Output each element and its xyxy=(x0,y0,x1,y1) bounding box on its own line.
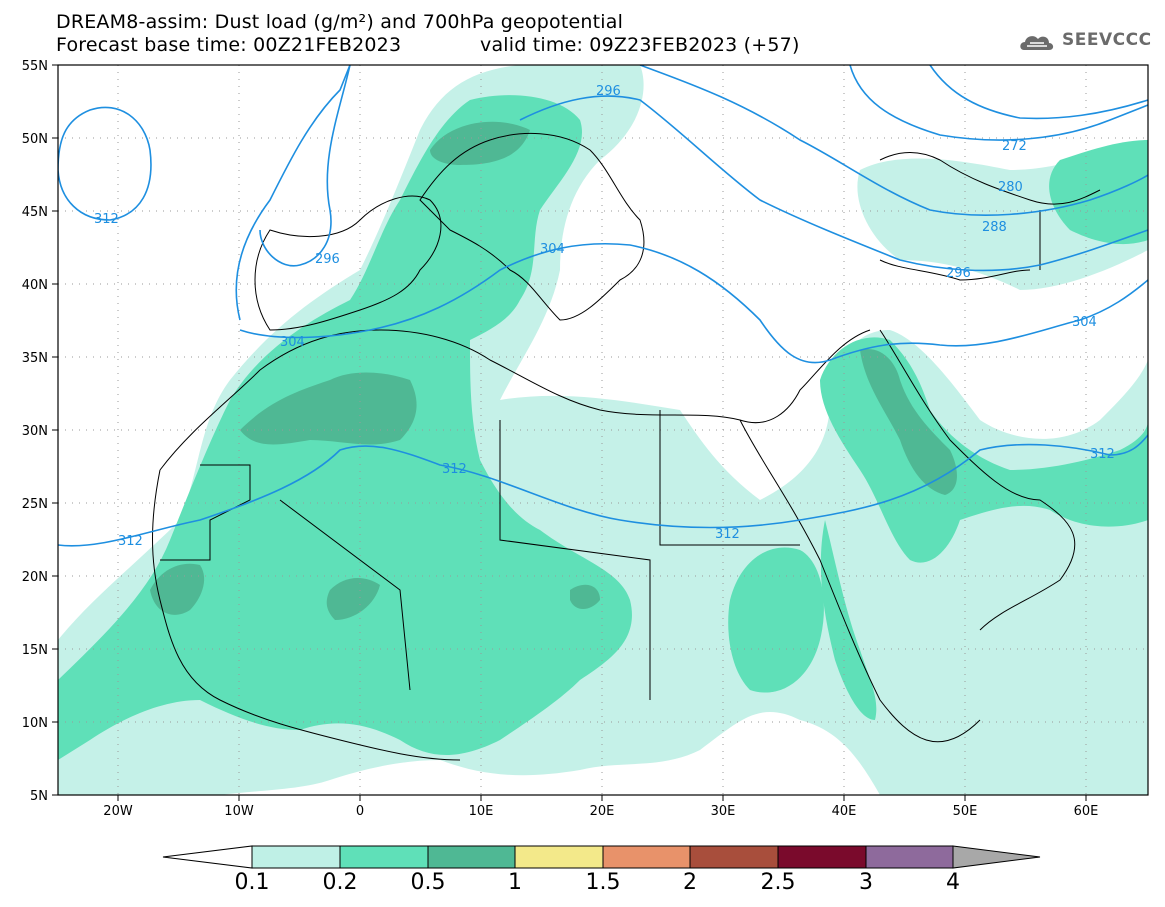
lon-label: 10E xyxy=(469,804,494,819)
map-title: DREAM8-assim: Dust load (g/m²) and 700hP… xyxy=(56,11,624,33)
colorbar-label: 2.5 xyxy=(760,870,796,895)
colorbar-segment xyxy=(427,845,516,869)
logo-text: SEEVCCC xyxy=(1062,30,1152,50)
lat-label: 5N xyxy=(30,789,48,804)
colorbar-segment xyxy=(251,845,341,869)
colorbar-label: 4 xyxy=(946,870,960,895)
lat-label: 10N xyxy=(22,716,48,731)
contour-label: 312 xyxy=(1090,447,1115,462)
lat-label: 20N xyxy=(22,570,48,585)
lon-label: 60E xyxy=(1074,804,1099,819)
colorbar-segment xyxy=(689,845,779,869)
lon-label: 30E xyxy=(711,804,736,819)
lat-label: 25N xyxy=(22,497,48,512)
contour-label: 312 xyxy=(442,462,467,477)
colorbar-segment xyxy=(602,845,691,869)
lat-label: 40N xyxy=(22,278,48,293)
contour-label: 288 xyxy=(982,220,1007,235)
contour-label: 304 xyxy=(540,242,565,257)
contour-label: 272 xyxy=(1002,139,1027,154)
lat-label: 50N xyxy=(22,132,48,147)
lat-label: 35N xyxy=(22,351,48,366)
colorbar-segment xyxy=(339,845,429,869)
colorbar-label: 1.5 xyxy=(585,870,621,895)
lon-label: 20W xyxy=(103,804,133,819)
latitude-labels: 55N 50N 45N 40N 35N 30N 25N 20N 15N 10N … xyxy=(22,59,48,804)
lon-label: 10W xyxy=(224,804,254,819)
graticule xyxy=(58,65,1148,795)
dust-dark-areas xyxy=(150,121,957,620)
coastlines xyxy=(152,133,1101,761)
colorbar-label: 0.5 xyxy=(410,870,446,895)
colorbar-segment xyxy=(514,845,604,869)
colorbar-segment xyxy=(865,845,954,869)
cloud-logo-icon xyxy=(1020,36,1054,50)
contour-labels: 312 296 304 296 272 280 288 296 304 304 … xyxy=(94,84,1115,549)
contour-label: 304 xyxy=(280,335,305,350)
contour-label: 312 xyxy=(118,534,143,549)
contour-label: 312 xyxy=(94,212,119,227)
contour-label: 304 xyxy=(1072,315,1097,330)
dust-load-field xyxy=(58,65,1148,795)
lat-label: 55N xyxy=(22,59,48,74)
geopotential-contours xyxy=(58,65,1148,547)
colorbar-segment xyxy=(162,845,253,869)
contour-label: 296 xyxy=(315,252,340,267)
lon-label: 50E xyxy=(953,804,978,819)
colorbar-label: 1 xyxy=(508,870,522,895)
colorbar xyxy=(162,845,1041,869)
forecast-base-time: Forecast base time: 00Z21FEB2023 xyxy=(56,34,402,56)
lon-label: 0 xyxy=(356,804,364,819)
colorbar-label: 0.1 xyxy=(234,870,270,895)
colorbar-segment xyxy=(777,845,867,869)
axis-ticks xyxy=(52,64,1087,801)
lat-label: 30N xyxy=(22,424,48,439)
lat-label: 15N xyxy=(22,643,48,658)
longitude-labels: 20W 10W 0 10E 20E 30E 40E 50E 60E xyxy=(103,804,1098,819)
colorbar-segment xyxy=(952,845,1041,869)
contour-label: 280 xyxy=(998,180,1023,195)
contour-label: 312 xyxy=(715,527,740,542)
contour-label: 296 xyxy=(946,266,971,281)
colorbar-label: 3 xyxy=(859,870,873,895)
valid-time: valid time: 09Z23FEB2023 (+57) xyxy=(480,34,800,56)
lon-label: 20E xyxy=(590,804,615,819)
lon-label: 40E xyxy=(832,804,857,819)
colorbar-label: 0.2 xyxy=(322,870,358,895)
lat-label: 45N xyxy=(22,205,48,220)
colorbar-label: 2 xyxy=(683,870,697,895)
contour-label: 296 xyxy=(596,84,621,99)
